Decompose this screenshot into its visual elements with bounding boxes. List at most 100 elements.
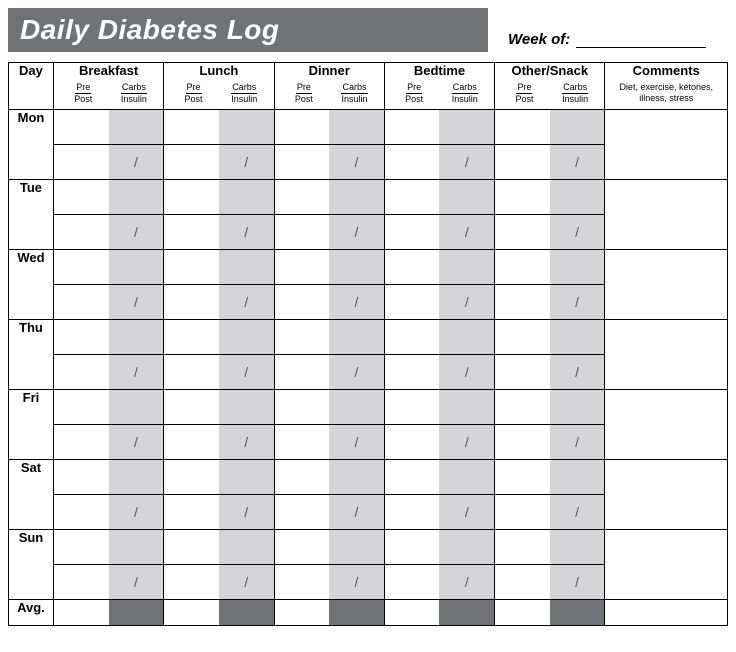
avg-meal-cell[interactable] (164, 599, 274, 625)
meal-cell-top[interactable] (495, 249, 605, 284)
carbs-cell[interactable] (439, 250, 494, 284)
pre-cell[interactable] (275, 180, 330, 214)
pre-cell[interactable] (164, 460, 219, 494)
meal-cell-top[interactable] (274, 319, 384, 354)
pre-cell[interactable] (385, 460, 440, 494)
pre-cell[interactable] (495, 110, 550, 144)
pre-cell[interactable] (495, 530, 550, 564)
meal-cell-top[interactable] (53, 389, 163, 424)
meal-cell-top[interactable] (274, 389, 384, 424)
insulin-cell[interactable]: / (550, 285, 605, 319)
post-cell[interactable] (275, 145, 330, 179)
post-cell[interactable] (385, 495, 440, 529)
pre-cell[interactable] (275, 530, 330, 564)
insulin-cell[interactable]: / (550, 565, 605, 599)
pre-cell[interactable] (54, 250, 109, 284)
post-cell[interactable] (164, 285, 219, 319)
pre-cell[interactable] (54, 390, 109, 424)
meal-cell-bottom[interactable]: / (164, 424, 274, 459)
post-cell[interactable] (54, 565, 109, 599)
comments-cell[interactable] (605, 249, 728, 319)
carbs-cell[interactable] (219, 460, 274, 494)
avg-left[interactable] (495, 600, 550, 625)
meal-cell-bottom[interactable]: / (274, 564, 384, 599)
carbs-cell[interactable] (329, 180, 384, 214)
insulin-cell[interactable]: / (550, 495, 605, 529)
meal-cell-bottom[interactable]: / (274, 354, 384, 389)
insulin-cell[interactable]: / (550, 145, 605, 179)
insulin-cell[interactable]: / (109, 355, 164, 389)
insulin-cell[interactable]: / (329, 145, 384, 179)
pre-cell[interactable] (164, 180, 219, 214)
pre-cell[interactable] (385, 320, 440, 354)
carbs-cell[interactable] (109, 110, 164, 144)
meal-cell-bottom[interactable]: / (164, 354, 274, 389)
meal-cell-top[interactable] (53, 459, 163, 494)
meal-cell-bottom[interactable]: / (384, 144, 494, 179)
carbs-cell[interactable] (219, 250, 274, 284)
meal-cell-top[interactable] (53, 249, 163, 284)
carbs-cell[interactable] (550, 110, 605, 144)
carbs-cell[interactable] (329, 390, 384, 424)
post-cell[interactable] (164, 355, 219, 389)
post-cell[interactable] (495, 355, 550, 389)
post-cell[interactable] (54, 425, 109, 459)
insulin-cell[interactable]: / (439, 495, 494, 529)
pre-cell[interactable] (164, 390, 219, 424)
carbs-cell[interactable] (550, 530, 605, 564)
pre-cell[interactable] (275, 390, 330, 424)
insulin-cell[interactable]: / (439, 145, 494, 179)
meal-cell-top[interactable] (164, 109, 274, 144)
pre-cell[interactable] (385, 530, 440, 564)
insulin-cell[interactable]: / (439, 565, 494, 599)
avg-comments-cell[interactable] (605, 599, 728, 625)
meal-cell-top[interactable] (164, 319, 274, 354)
carbs-cell[interactable] (109, 460, 164, 494)
post-cell[interactable] (164, 215, 219, 249)
avg-meal-cell[interactable] (384, 599, 494, 625)
post-cell[interactable] (54, 355, 109, 389)
post-cell[interactable] (54, 215, 109, 249)
carbs-cell[interactable] (329, 250, 384, 284)
meal-cell-bottom[interactable]: / (53, 354, 163, 389)
post-cell[interactable] (164, 425, 219, 459)
pre-cell[interactable] (164, 250, 219, 284)
carbs-cell[interactable] (109, 180, 164, 214)
insulin-cell[interactable]: / (219, 495, 274, 529)
meal-cell-top[interactable] (384, 249, 494, 284)
post-cell[interactable] (495, 145, 550, 179)
meal-cell-bottom[interactable]: / (384, 214, 494, 249)
post-cell[interactable] (495, 495, 550, 529)
carbs-cell[interactable] (219, 320, 274, 354)
insulin-cell[interactable]: / (329, 355, 384, 389)
meal-cell-top[interactable] (384, 389, 494, 424)
post-cell[interactable] (275, 285, 330, 319)
insulin-cell[interactable]: / (219, 355, 274, 389)
carbs-cell[interactable] (329, 320, 384, 354)
post-cell[interactable] (275, 355, 330, 389)
meal-cell-top[interactable] (53, 529, 163, 564)
meal-cell-top[interactable] (495, 529, 605, 564)
meal-cell-top[interactable] (164, 389, 274, 424)
meal-cell-bottom[interactable]: / (274, 424, 384, 459)
post-cell[interactable] (385, 425, 440, 459)
meal-cell-bottom[interactable]: / (495, 284, 605, 319)
meal-cell-bottom[interactable]: / (384, 354, 494, 389)
insulin-cell[interactable]: / (109, 145, 164, 179)
carbs-cell[interactable] (109, 250, 164, 284)
comments-cell[interactable] (605, 109, 728, 179)
week-of-blank[interactable] (576, 34, 706, 48)
meal-cell-bottom[interactable]: / (495, 494, 605, 529)
pre-cell[interactable] (164, 530, 219, 564)
carbs-cell[interactable] (329, 460, 384, 494)
pre-cell[interactable] (495, 320, 550, 354)
insulin-cell[interactable]: / (329, 495, 384, 529)
meal-cell-top[interactable] (384, 179, 494, 214)
insulin-cell[interactable]: / (109, 495, 164, 529)
meal-cell-bottom[interactable]: / (495, 144, 605, 179)
meal-cell-top[interactable] (384, 319, 494, 354)
meal-cell-top[interactable] (274, 249, 384, 284)
insulin-cell[interactable]: / (439, 355, 494, 389)
meal-cell-top[interactable] (495, 459, 605, 494)
pre-cell[interactable] (54, 530, 109, 564)
